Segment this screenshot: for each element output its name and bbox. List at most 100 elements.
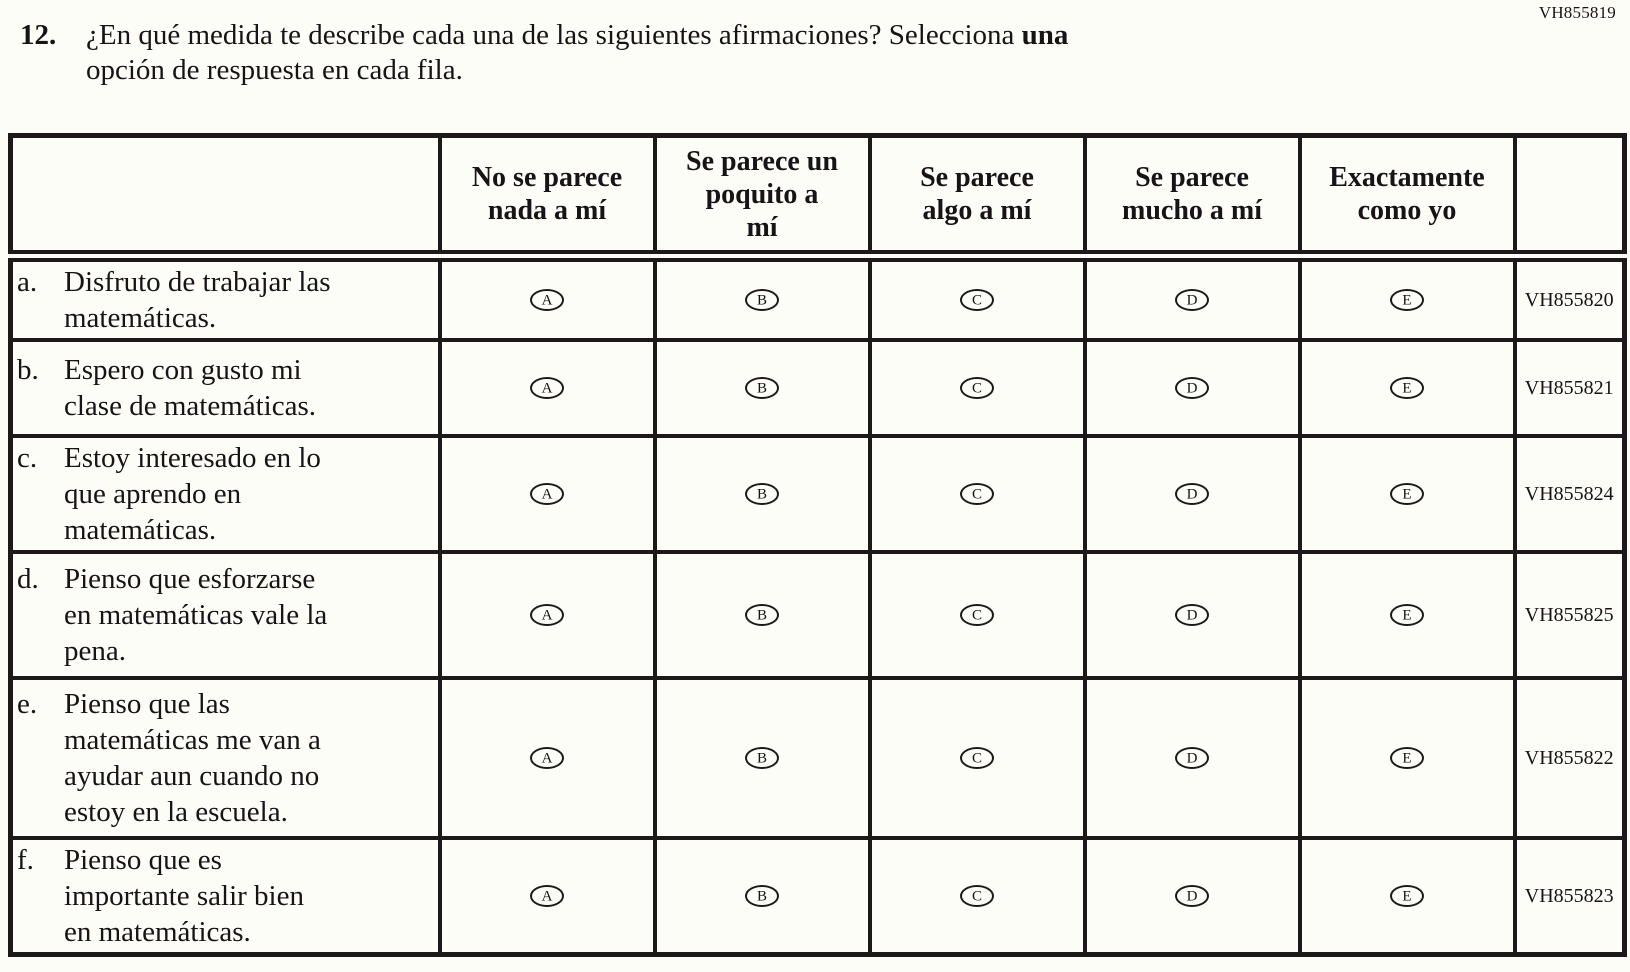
statement-text: Pienso que las matemáticas me van a ayud… — [64, 688, 321, 828]
statement-cell: e. Pienso que las matemáticas me van a a… — [8, 676, 442, 840]
bubble-letter: C — [971, 888, 982, 904]
answer-bubble-d[interactable]: D — [1175, 747, 1209, 769]
item-code: VH855825 — [1512, 550, 1627, 680]
answer-bubble-a[interactable]: A — [530, 885, 564, 907]
option-cell: A — [437, 254, 657, 342]
statement-text: Pienso que es importante salir bien en m… — [64, 844, 304, 948]
bubble-letter: B — [756, 888, 767, 904]
question-text-part2: opción de respuesta en cada fila. — [86, 54, 463, 86]
row-letter: a. — [17, 266, 38, 298]
option-cell: D — [1082, 254, 1302, 342]
answer-bubble-a[interactable]: A — [530, 604, 564, 626]
table-row-c: c. Estoy interesado en lo que aprendo en… — [8, 434, 1627, 554]
answer-bubble-d[interactable]: D — [1175, 604, 1209, 626]
answer-bubble-a[interactable]: A — [530, 289, 564, 311]
answer-bubble-d[interactable]: D — [1175, 377, 1209, 399]
bubble-letter: C — [971, 607, 982, 623]
answer-bubble-c[interactable]: C — [960, 377, 994, 399]
bubble-letter: B — [756, 750, 767, 766]
option-cell: B — [652, 434, 872, 554]
question-number: 12. — [20, 19, 57, 51]
row-letter: f. — [17, 844, 34, 876]
answer-bubble-c[interactable]: C — [960, 483, 994, 505]
column-header-no-se-parece-nada: No se parece nada a mí — [437, 133, 657, 262]
answer-bubble-a[interactable]: A — [530, 747, 564, 769]
option-cell: A — [437, 676, 657, 840]
option-cell: E — [1297, 434, 1517, 554]
option-cell: B — [652, 338, 872, 438]
answer-bubble-b[interactable]: B — [745, 885, 779, 907]
statement-cell: b. Espero con gusto mi clase de matemáti… — [8, 338, 442, 438]
answer-bubble-a[interactable]: A — [530, 377, 564, 399]
answer-bubble-c[interactable]: C — [960, 604, 994, 626]
statement-cell: c. Estoy interesado en lo que aprendo en… — [8, 434, 442, 554]
question-block: 12. ¿En qué medida te describe cada una … — [20, 18, 1556, 88]
answer-bubble-d[interactable]: D — [1175, 885, 1209, 907]
option-cell: A — [437, 338, 657, 438]
answer-bubble-d[interactable]: D — [1175, 483, 1209, 505]
row-letter: b. — [17, 354, 39, 386]
response-matrix-table: No se parece nada a mí Se parece un poqu… — [8, 133, 1627, 957]
answer-bubble-e[interactable]: E — [1390, 747, 1424, 769]
table-row-a: a. Disfruto de trabajar las matemáticas.… — [8, 254, 1627, 342]
bubble-letter: A — [541, 292, 553, 308]
answer-bubble-b[interactable]: B — [745, 604, 779, 626]
row-letter: d. — [17, 563, 39, 595]
option-cell: E — [1297, 254, 1517, 342]
bubble-letter: E — [1402, 486, 1412, 502]
option-cell: A — [437, 434, 657, 554]
column-header-mucho: Se parece mucho a mí — [1082, 133, 1302, 262]
answer-bubble-d[interactable]: D — [1175, 289, 1209, 311]
answer-bubble-c[interactable]: C — [960, 289, 994, 311]
answer-bubble-e[interactable]: E — [1390, 885, 1424, 907]
answer-bubble-e[interactable]: E — [1390, 289, 1424, 311]
option-cell: D — [1082, 676, 1302, 840]
option-cell: C — [867, 254, 1087, 342]
row-letter: c. — [17, 442, 38, 474]
answer-bubble-e[interactable]: E — [1390, 377, 1424, 399]
bubble-letter: A — [541, 380, 553, 396]
answer-bubble-c[interactable]: C — [960, 885, 994, 907]
question-text-part1: ¿En qué medida te describe cada una de l… — [86, 19, 1022, 51]
bubble-letter: A — [541, 486, 553, 502]
answer-bubble-a[interactable]: A — [530, 483, 564, 505]
option-cell: B — [652, 836, 872, 957]
option-cell: C — [867, 836, 1087, 957]
column-header-algo: Se parece algo a mí — [867, 133, 1087, 262]
answer-bubble-e[interactable]: E — [1390, 604, 1424, 626]
bubble-letter: A — [541, 888, 553, 904]
option-cell: B — [652, 254, 872, 342]
table-row-d: d. Pienso que esforzarse en matemáticas … — [8, 550, 1627, 680]
statement-header-cell — [8, 133, 442, 262]
column-header-exactamente: Exactamente como yo — [1297, 133, 1517, 262]
bubble-letter: D — [1186, 292, 1198, 308]
option-cell: A — [437, 550, 657, 680]
code-header-cell — [1512, 133, 1627, 262]
answer-bubble-e[interactable]: E — [1390, 483, 1424, 505]
item-code: VH855823 — [1512, 836, 1627, 957]
statement-text: Pienso que esforzarse en matemáticas val… — [64, 563, 328, 667]
answer-bubble-b[interactable]: B — [745, 483, 779, 505]
bubble-letter: C — [971, 486, 982, 502]
answer-bubble-c[interactable]: C — [960, 747, 994, 769]
item-code: VH855824 — [1512, 434, 1627, 554]
option-cell: D — [1082, 836, 1302, 957]
option-cell: A — [437, 836, 657, 957]
statement-text: Estoy interesado en lo que aprendo en ma… — [64, 442, 321, 546]
answer-bubble-b[interactable]: B — [745, 747, 779, 769]
item-code: VH855822 — [1512, 676, 1627, 840]
item-code: VH855820 — [1512, 254, 1627, 342]
row-letter: e. — [17, 688, 38, 720]
form-id-code: VH855819 — [1538, 3, 1616, 22]
answer-bubble-b[interactable]: B — [745, 289, 779, 311]
table-row-b: b. Espero con gusto mi clase de matemáti… — [8, 338, 1627, 438]
bubble-letter: B — [756, 607, 767, 623]
bubble-letter: C — [971, 750, 982, 766]
bubble-letter: D — [1186, 380, 1198, 396]
bubble-letter: E — [1402, 607, 1412, 623]
statement-text: Disfruto de trabajar las matemáticas. — [64, 266, 331, 334]
answer-bubble-b[interactable]: B — [745, 377, 779, 399]
bubble-letter: E — [1402, 380, 1412, 396]
bubble-letter: E — [1402, 888, 1412, 904]
option-cell: B — [652, 676, 872, 840]
